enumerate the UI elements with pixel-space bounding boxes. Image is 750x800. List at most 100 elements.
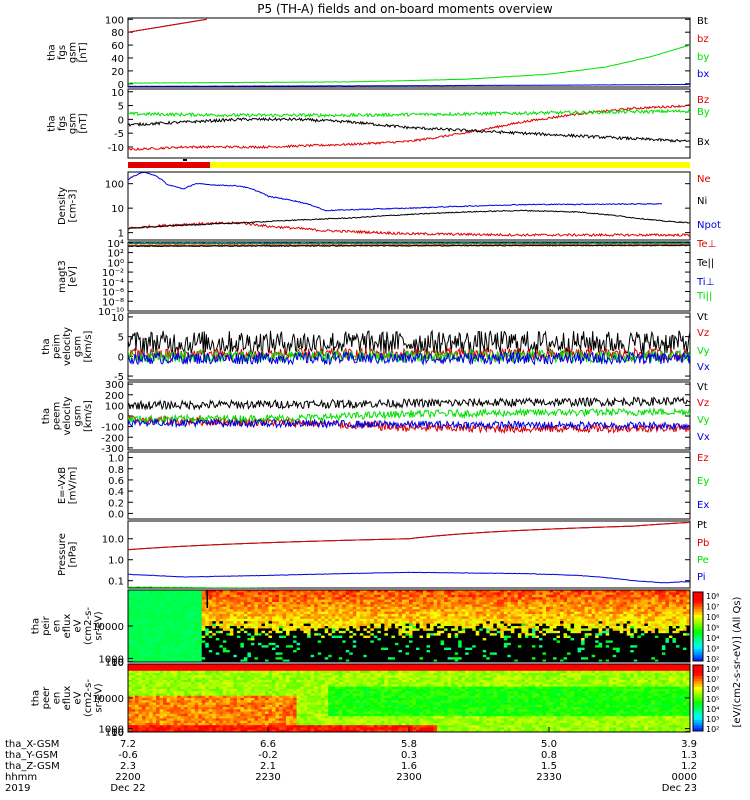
panel-frame	[127, 381, 691, 451]
colorbar-cell	[693, 609, 703, 613]
series-line-green	[128, 44, 690, 84]
legend-entry: bz	[697, 34, 709, 45]
ytick-label: -100	[101, 423, 124, 434]
ytick-label: 0	[118, 115, 124, 126]
ytick-label: 0.4	[108, 487, 124, 498]
colorbar-cell	[693, 695, 703, 699]
panel-frame	[127, 88, 691, 159]
ylabel-line: fgs	[57, 116, 68, 131]
colorbar-tick: 10⁶	[706, 613, 719, 622]
panel-p7: 1.00.80.60.40.20.0 E=-VxB [mV/m] Ez Ey Ex	[57, 451, 709, 520]
colorbar-cell	[693, 658, 703, 662]
ylabel-line: en	[52, 620, 63, 633]
series-line-black	[128, 329, 690, 356]
ylabel-line: [mV/m]	[67, 467, 78, 505]
colorbar-cell	[693, 643, 703, 648]
colorbar-cell	[693, 706, 703, 710]
series-line-green	[128, 406, 690, 425]
ytick-label: 10000	[92, 622, 124, 633]
ytick-label: 0.2	[108, 498, 124, 509]
colorbar-cell	[693, 592, 703, 596]
ylabel-line: (cm2-s-	[83, 607, 94, 645]
colorbar-tick: 10⁴	[706, 634, 719, 643]
ytick-label: 40	[111, 54, 124, 65]
ytick-label: 10000	[92, 694, 124, 705]
ytick-label: 100	[105, 15, 124, 26]
panel-frame	[127, 17, 691, 88]
colorbars: 10⁸10⁷10⁶10⁵10⁴10³10²10⁸10⁷10⁶10⁵10⁴10³1…	[692, 591, 743, 734]
legend-entry: Te⊥	[696, 239, 716, 250]
ylabel-line: tha	[41, 338, 52, 354]
panel-p8: 10.0 1.0 0.1 Pressure [nPa] Pt Pb Pe Pi	[57, 520, 709, 589]
xaxis-value: 0.8	[541, 750, 557, 761]
ylabel-line: tha	[46, 44, 57, 60]
legend-entry: bx	[697, 69, 709, 80]
series-group	[128, 104, 690, 151]
figure-title: P5 (TH-A) fields and on-board moments ov…	[257, 2, 553, 16]
status-segment-red	[128, 162, 210, 168]
ytick-label: 10	[111, 313, 124, 324]
legend-entry: Ez	[697, 453, 709, 464]
ylabel-line: [km/s]	[83, 400, 94, 432]
ytick-label: 1.0	[108, 556, 124, 567]
colorbar-cell	[693, 720, 703, 724]
series-line-red	[128, 18, 207, 33]
series-group	[128, 396, 690, 435]
colorbar-cell	[693, 612, 703, 616]
xaxis-value: 0.3	[401, 750, 417, 761]
colorbar-cell	[693, 632, 703, 636]
ytick-label: 5	[118, 333, 124, 344]
colorbar-cell	[693, 700, 703, 704]
colorbar-cell	[693, 711, 703, 715]
ylabel-line: sr-eV)	[94, 683, 105, 712]
legend-entry: Ti||	[696, 291, 712, 302]
series-line-red	[128, 521, 690, 551]
colorbar-cell	[693, 725, 703, 729]
series-group	[128, 329, 690, 366]
ytick-label: 5	[118, 102, 124, 113]
colorbar-tick: 10³	[706, 645, 719, 654]
colorbar-cell	[693, 689, 703, 693]
xaxis-value: 2330	[536, 772, 561, 783]
legend-entry: Bz	[697, 95, 709, 106]
series-line-blue	[128, 350, 690, 366]
panel-frame	[127, 312, 691, 381]
ylabel-line: gsm	[73, 405, 84, 426]
ylabel-line: gsm	[67, 113, 78, 134]
ytick-label: 10⁻⁸	[102, 297, 124, 308]
ytick-label: -10	[108, 143, 124, 154]
colorbar-cell	[693, 620, 703, 625]
colorbar-cell	[693, 678, 703, 682]
legend-entry: Vx	[697, 432, 710, 443]
panel-frame	[127, 241, 691, 312]
colorbar-cell	[693, 646, 703, 651]
colorbar-cell	[693, 635, 703, 639]
ytick-label: 10⁰	[107, 258, 124, 269]
colorbar-cell	[693, 629, 703, 633]
ylabel-line: peer	[41, 686, 52, 710]
panel-p1: 100 80 60 40 20 0 tha fgs gsm [nT] Bt bz by bx	[46, 15, 709, 90]
series-line-blue	[128, 172, 663, 212]
ytick-label: 10⁴	[107, 239, 124, 250]
colorbar-cell	[693, 681, 703, 685]
ytick-label: 10.0	[102, 535, 124, 546]
legend-entry: Pe	[697, 555, 709, 566]
colorbar-cell	[693, 692, 703, 696]
legend-entry: Pt	[697, 520, 707, 531]
x-axis-annotations: tha_X-GSM 7.2 6.6 5.8 5.0 3.9 tha_Y-GSM -0.6 -0.…	[5, 727, 697, 794]
ytick-label: -200	[101, 433, 124, 444]
colorbar-tick: 10⁸	[706, 592, 719, 601]
xaxis-value: -0.6	[118, 750, 138, 761]
legend-entry: Te||	[696, 258, 714, 269]
legend-entry: Vz	[697, 328, 709, 339]
colorbar-frame	[692, 664, 704, 732]
colorbar-cell	[693, 703, 703, 707]
xaxis-value: 5.8	[401, 739, 417, 750]
xaxis-value: 1.5	[541, 761, 557, 772]
colorbar-tick: 10⁶	[706, 685, 719, 694]
series-line-red	[128, 243, 690, 247]
ylabel-line: [km/s]	[83, 330, 94, 362]
legend-entry: Ne	[697, 174, 711, 185]
